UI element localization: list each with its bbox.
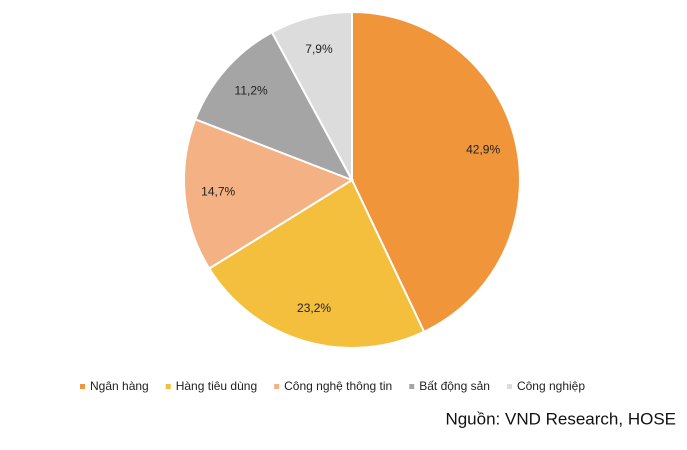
data-label: 11,2% [235,83,268,97]
legend-swatch [165,384,171,389]
legend-label: Công nghệ thông tin [284,379,392,393]
legend-label: Ngân hàng [90,379,149,393]
source-note: Nguồn: VND Research, HOSE [445,409,676,428]
legend-label: Bất động sản [419,379,490,393]
legend-swatch [409,384,415,389]
pie-slice [183,118,355,270]
legend-swatch [274,384,280,389]
data-label: 7,9% [305,42,333,56]
legend-swatch [80,384,85,389]
data-label: 23,2% [297,301,331,315]
data-label: 14,7% [201,185,235,199]
pie-slice [270,10,353,181]
pie-slice [351,10,521,334]
data-label: 42,9% [466,143,500,157]
pie-slice [194,30,355,182]
pie-slice [207,178,426,349]
legend-swatch [506,384,512,389]
legend-label: Hàng tiêu dùng [176,379,257,393]
legend-label: Công nghiệp [517,379,585,393]
